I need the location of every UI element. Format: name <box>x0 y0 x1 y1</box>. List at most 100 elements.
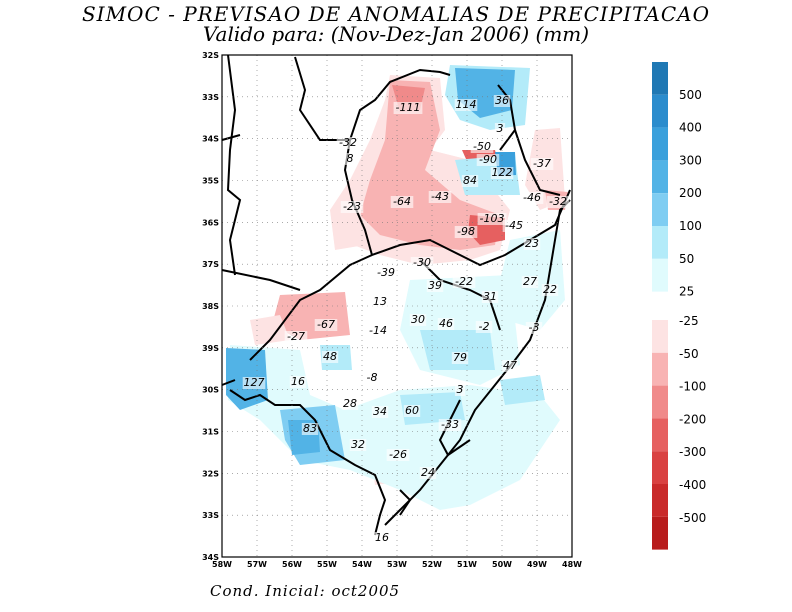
value-label: -111 <box>396 101 421 114</box>
colorbar-label: 25 <box>679 285 694 299</box>
value-label: 114 <box>456 98 477 111</box>
value-label-bg <box>454 384 466 396</box>
colorbar-label: 400 <box>679 121 702 135</box>
value-label-bg <box>314 319 338 331</box>
value-label-bg <box>452 276 476 288</box>
value-label-bg <box>523 238 541 250</box>
value-label-bg <box>428 191 452 203</box>
colorbar-segment <box>652 451 668 484</box>
value-label-bg <box>344 153 356 165</box>
lon-label: 51W <box>457 560 477 569</box>
lon-label: 55W <box>317 560 337 569</box>
value-label: -22 <box>455 275 473 288</box>
colorbar-label: 300 <box>679 153 702 167</box>
value-label: 36 <box>495 94 509 107</box>
value-label-bg <box>242 377 266 389</box>
value-label-bg <box>301 423 319 435</box>
colorbar: 500 400 300 200 100 50 25 -25 -50 -100 -200 -300 -40… <box>652 62 706 550</box>
lat-label: 33S <box>202 93 219 102</box>
value-label-bg <box>386 449 410 461</box>
value-label-bg <box>366 325 390 337</box>
lat-label: 33S <box>202 511 219 520</box>
value-label-bg <box>454 226 478 238</box>
value-label-bg <box>321 351 339 363</box>
value-label-bg <box>451 352 469 364</box>
value-label: 46 <box>439 317 453 330</box>
value-label-bg <box>363 372 381 384</box>
value-label-bg <box>336 137 360 149</box>
value-label: -14 <box>369 324 387 337</box>
value-label: -64 <box>393 195 411 208</box>
value-label-bg <box>501 360 519 372</box>
value-label-bg <box>493 95 511 107</box>
value-label-bg <box>461 175 479 187</box>
value-label-bg <box>349 439 367 451</box>
value-label: -32 <box>339 136 357 149</box>
lat-label: 36S <box>202 218 219 227</box>
colorbar-label: -50 <box>679 347 699 361</box>
value-label: 24 <box>421 466 435 479</box>
grid <box>222 55 572 557</box>
longitude-labels: 58W 57W 56W 55W 54W 53W 52W 51W 50W 49W 48W <box>212 560 582 569</box>
map-frame <box>221 54 573 558</box>
value-label: -43 <box>431 190 449 203</box>
value-label-bg <box>409 314 427 326</box>
initial-condition: Cond. Inicial: oct2005 <box>210 582 401 600</box>
colorbar-label: 50 <box>679 252 694 266</box>
colorbar-segment <box>652 484 668 517</box>
value-label: 16 <box>291 375 305 388</box>
value-label: -103 <box>480 212 505 225</box>
value-label: 3 <box>457 383 464 396</box>
value-label-bg <box>546 196 570 208</box>
value-label-bg <box>371 406 389 418</box>
value-label-bg <box>341 398 359 410</box>
colorbar-label: 500 <box>679 88 702 102</box>
colorbar-segment <box>652 62 668 95</box>
value-label: 34 <box>373 405 387 418</box>
value-label: -3 <box>529 321 540 334</box>
value-label: 83 <box>303 422 317 435</box>
value-label: 79 <box>453 351 467 364</box>
value-label: 8 <box>347 152 354 165</box>
lon-label: 52W <box>422 560 442 569</box>
value-label: -50 <box>473 140 491 153</box>
colorbar-label: 200 <box>679 186 702 200</box>
lat-label: 35S <box>202 177 219 186</box>
value-label: 127 <box>244 376 265 389</box>
colorbar-segment <box>652 516 668 550</box>
value-label-bg <box>530 158 554 170</box>
value-label: -90 <box>479 153 497 166</box>
value-label: -23 <box>343 200 361 213</box>
colorbar-segment <box>652 418 668 452</box>
value-label: 22 <box>543 283 557 296</box>
value-label-bg <box>520 192 544 204</box>
value-label-bg <box>410 257 434 269</box>
colorbar-segment <box>652 160 668 194</box>
lon-label: 58W <box>212 560 232 569</box>
value-label: -8 <box>367 371 378 384</box>
value-label: 16 <box>375 531 389 544</box>
value-label-bg <box>340 201 364 213</box>
lon-label: 54W <box>352 560 372 569</box>
map-title: SIMOC - PREVISAO DE ANOMALIAS DE PRECIPI… <box>81 2 711 26</box>
value-label: 27 <box>523 275 537 288</box>
value-label-bg <box>374 267 398 279</box>
colorbar-segment <box>652 193 668 226</box>
value-label-bg <box>289 376 307 388</box>
value-label: -37 <box>533 157 551 170</box>
map-subtitle: Valido para: (Nov-Dez-Jan 2006) (mm) <box>202 22 590 46</box>
value-label-bg <box>525 322 543 334</box>
value-label: 39 <box>428 279 442 292</box>
latitude-labels: 32S 33S 34S 35S 36S 37S 38S 39S 30S 31S 32S 33S 34S <box>202 51 219 562</box>
value-label-bg <box>284 331 308 343</box>
value-label: 84 <box>463 174 477 187</box>
value-label: 31 <box>483 290 497 303</box>
value-label-bg <box>438 419 462 431</box>
lon-label: 48W <box>562 560 582 569</box>
value-label-bg <box>470 141 494 153</box>
lat-label: 37S <box>202 260 219 269</box>
value-label: 23 <box>525 237 539 250</box>
colorbar-segment <box>652 352 668 386</box>
value-label: -33 <box>441 418 459 431</box>
